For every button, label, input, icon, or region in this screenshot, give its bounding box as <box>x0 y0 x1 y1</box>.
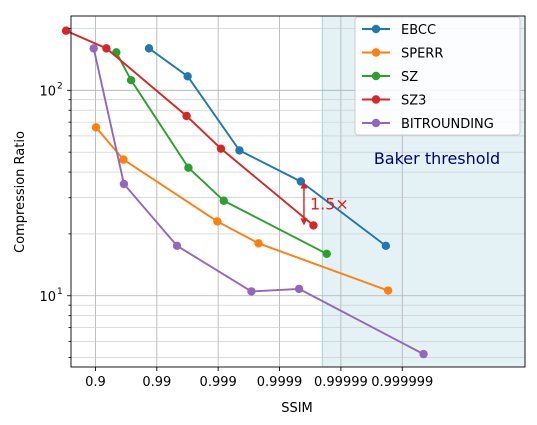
legend-marker-bitrounding <box>371 118 381 128</box>
data-point-bitrounding <box>172 241 182 251</box>
data-point-sperr <box>119 155 128 164</box>
data-point-sperr <box>254 239 263 248</box>
data-point-sperr <box>213 217 222 226</box>
x-axis-label: SSIM <box>281 401 313 416</box>
data-point-bitrounding <box>119 179 129 189</box>
legend-marker-sperr <box>371 48 381 57</box>
data-point-sz <box>126 76 136 85</box>
data-point-ebcc <box>183 72 192 81</box>
legend-marker-sz3 <box>371 95 381 104</box>
data-point-sz <box>219 196 228 205</box>
y-tick-label: 10 <box>39 290 56 305</box>
legend-label-sperr: SPERR <box>401 47 443 62</box>
data-point-sz3 <box>216 144 226 153</box>
baker-threshold-label: Baker threshold <box>374 149 500 168</box>
data-point-bitrounding <box>419 349 428 359</box>
data-point-sz3 <box>61 26 71 35</box>
ratio-arrow-head-up <box>300 181 308 189</box>
data-point-bitrounding <box>89 44 98 53</box>
data-point-ebcc <box>381 241 391 251</box>
plot-frame <box>70 15 526 368</box>
y-tick-label-exponent: 2 <box>57 81 63 91</box>
y-axis-label: Compression Ratio <box>13 131 28 253</box>
legend-label-sz: SZ <box>401 70 418 85</box>
series-line-bitrounding <box>92 48 424 355</box>
x-tick-label: 0.99999 <box>314 375 368 390</box>
legend-box <box>354 16 521 136</box>
legend-marker-ebcc <box>371 24 381 34</box>
ratio-marker: 1.5× <box>300 181 349 226</box>
data-point-sz <box>322 249 331 259</box>
legend-label-ebcc: EBCC <box>401 23 436 38</box>
data-point-sperr <box>383 286 393 295</box>
data-point-bitrounding <box>294 284 304 294</box>
legend-label-bitrounding: BITROUNDING <box>401 117 494 132</box>
x-tick-label: 0.99 <box>142 375 171 390</box>
x-tick-label: 0.999999 <box>371 375 433 390</box>
ratio-arrow-head-down <box>300 218 308 226</box>
data-point-sz <box>184 163 193 172</box>
y-tick-label: 10 <box>39 84 56 99</box>
legend: EBCC SPERR SZ SZ3 BITROUNDING <box>354 16 521 136</box>
series-layer <box>61 26 428 359</box>
data-point-sz3 <box>309 221 318 230</box>
x-tick-label: 0.999 <box>200 375 237 390</box>
legend-marker-sz <box>371 71 381 81</box>
data-point-sz3 <box>102 44 111 53</box>
y-tick-label-exponent: 1 <box>57 287 63 297</box>
x-tick-label: 0.9999 <box>257 375 303 390</box>
ratio-label: 1.5× <box>310 194 349 213</box>
data-point-sz3 <box>182 111 191 121</box>
legend-label-sz3: SZ3 <box>401 94 426 109</box>
data-point-sperr <box>91 123 101 132</box>
data-point-ebcc <box>144 44 154 53</box>
data-point-ebcc <box>235 146 244 155</box>
data-point-bitrounding <box>247 287 256 296</box>
x-tick-label: 0.9 <box>85 375 106 390</box>
